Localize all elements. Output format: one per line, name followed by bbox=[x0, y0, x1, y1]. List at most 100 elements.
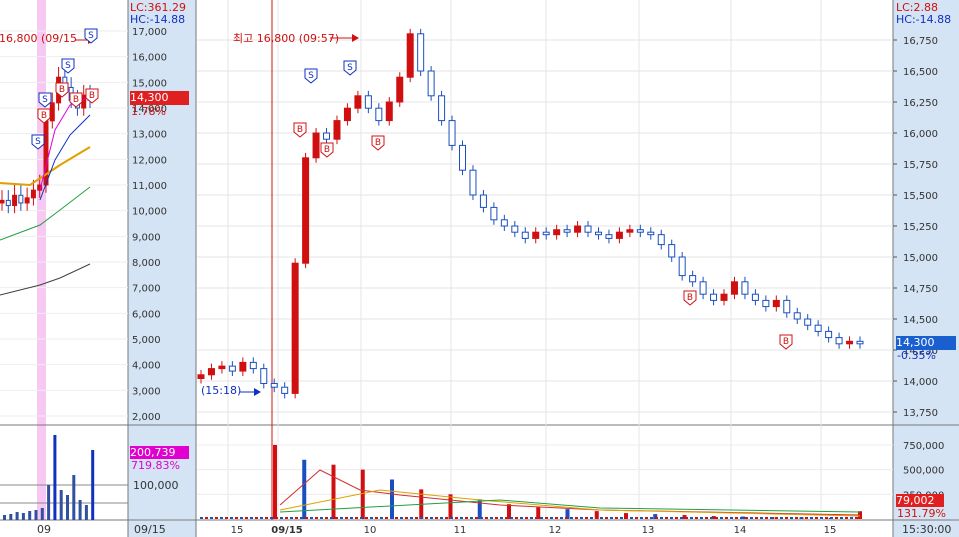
intraday-volume-bar-small bbox=[260, 517, 263, 519]
daily-y-tick-label: 16,000 bbox=[132, 53, 167, 64]
intraday-volume-bar-small bbox=[515, 517, 518, 519]
intraday-volume-bar-small bbox=[300, 517, 303, 519]
intraday-volume-bar-small bbox=[390, 517, 393, 519]
daily-candle bbox=[18, 194, 24, 204]
intraday-volume-bar-small bbox=[855, 517, 858, 519]
intraday-candle bbox=[396, 76, 404, 103]
intraday-volume-bar-small bbox=[535, 517, 538, 519]
intraday-candle bbox=[574, 225, 582, 233]
intraday-volume-bar-small bbox=[450, 517, 453, 519]
intraday-volume-bar-small bbox=[580, 517, 583, 519]
daily-y-tick-label: 8,000 bbox=[132, 258, 161, 269]
intraday-candle bbox=[710, 293, 718, 301]
intraday-candle bbox=[532, 231, 540, 239]
intraday-volume-bar-small bbox=[610, 517, 613, 519]
daily-ma-blue bbox=[39, 114, 91, 201]
right-volume-value: 79,002 bbox=[896, 494, 944, 507]
daily-ma-long bbox=[0, 186, 91, 241]
intraday-volume-bar-small bbox=[695, 517, 698, 519]
intraday-volume-bar bbox=[682, 515, 687, 519]
intraday-candle bbox=[730, 281, 738, 295]
daily-volume-bar bbox=[59, 490, 63, 520]
intraday-candle bbox=[417, 33, 425, 72]
daily-volume-bar bbox=[9, 514, 13, 520]
intraday-y-tick-label: 15,750 bbox=[903, 160, 938, 171]
intraday-candle bbox=[490, 206, 498, 221]
left-hc-label: HC:-14.88 bbox=[130, 13, 186, 26]
intraday-volume-bar bbox=[711, 516, 716, 519]
daily-volume-bar bbox=[53, 435, 57, 520]
intraday-volume-bar bbox=[536, 507, 541, 519]
intraday-volume-bar-small bbox=[320, 517, 323, 519]
intraday-volume-bar-small bbox=[735, 517, 738, 519]
daily-candle bbox=[24, 197, 30, 204]
intraday-volume-bar-small bbox=[670, 517, 673, 519]
daily-volume-bar bbox=[34, 510, 38, 520]
daily-y-tick-label: 15,000 bbox=[132, 78, 167, 89]
intraday-x-tick-label: 14 bbox=[734, 525, 747, 536]
intraday-volume-bar-small bbox=[800, 517, 803, 519]
right-axis-background bbox=[893, 0, 959, 537]
buy-marker-label: B bbox=[73, 95, 79, 105]
intraday-volume-bar-small bbox=[705, 517, 708, 519]
intraday-candle bbox=[647, 231, 655, 236]
intraday-volume-bar-small bbox=[410, 517, 413, 519]
buy-marker bbox=[320, 142, 334, 158]
intraday-volume-bar-small bbox=[430, 517, 433, 519]
sell-marker bbox=[343, 60, 357, 76]
intraday-volume-bar-small bbox=[210, 517, 213, 519]
intraday-candle bbox=[469, 169, 477, 196]
left-date-tick: 09 bbox=[37, 523, 51, 536]
sell-marker-label: S bbox=[88, 31, 94, 41]
intraday-volume-bar-small bbox=[500, 517, 503, 519]
intraday-candle bbox=[856, 340, 864, 345]
intraday-volume-bar bbox=[390, 479, 394, 519]
daily-y-tick-label: 3,000 bbox=[132, 386, 161, 397]
intraday-volume-bar-small bbox=[235, 517, 238, 519]
intraday-y-tick-label: 16,500 bbox=[903, 67, 938, 78]
intraday-volume-bar-small bbox=[715, 517, 718, 519]
daily-y-tick-label: 17,000 bbox=[132, 27, 167, 38]
daily-volume-bar bbox=[91, 450, 95, 520]
intraday-volume-bar bbox=[653, 514, 658, 519]
daily-y-tick-label: 10,000 bbox=[132, 207, 167, 218]
intraday-volume-bar bbox=[273, 444, 277, 519]
intraday-volume-bar-small bbox=[490, 517, 493, 519]
intraday-volume-bar-small bbox=[275, 517, 278, 519]
intraday-volume-bar-small bbox=[585, 517, 588, 519]
intraday-volume-bar-small bbox=[645, 517, 648, 519]
daily-y-tick-label: 11,000 bbox=[132, 181, 167, 192]
intraday-volume-bar-small bbox=[575, 517, 578, 519]
sell-marker-label: S bbox=[308, 71, 314, 81]
left-current-price: 14,300 bbox=[130, 91, 189, 105]
intraday-volume-bar-small bbox=[305, 517, 308, 519]
sell-marker bbox=[84, 28, 98, 44]
intraday-y-tick-label: 14,750 bbox=[903, 284, 938, 295]
volume-ma-mid bbox=[279, 489, 861, 517]
intraday-volume-bar-small bbox=[470, 517, 473, 519]
intraday-candle bbox=[751, 293, 759, 301]
intraday-candle bbox=[605, 234, 613, 239]
highlight-band bbox=[37, 0, 46, 520]
intraday-volume-bar-small bbox=[250, 517, 253, 519]
intraday-y-tick-label: 16,000 bbox=[903, 129, 938, 140]
sell-marker-label: S bbox=[65, 61, 71, 71]
buy-marker bbox=[683, 290, 697, 306]
intraday-y-tick-label: 14,250 bbox=[903, 346, 938, 357]
intraday-volume-bar-small bbox=[355, 517, 358, 519]
daily-volume-bar bbox=[3, 515, 6, 520]
intraday-candle bbox=[312, 132, 320, 159]
intraday-volume-bar-small bbox=[550, 517, 553, 519]
intraday-volume-bar-small bbox=[360, 517, 363, 519]
intraday-volume-bar-small bbox=[780, 517, 783, 519]
intraday-volume-bar bbox=[594, 511, 599, 519]
right-current-change: -0.35% bbox=[897, 349, 936, 362]
intraday-candle bbox=[563, 229, 571, 233]
intraday-volume-bar-small bbox=[345, 517, 348, 519]
intraday-volume-bar bbox=[477, 499, 482, 519]
buy-marker-label: B bbox=[41, 111, 47, 121]
intraday-volume-bar-small bbox=[795, 517, 798, 519]
intraday-volume-bar-small bbox=[215, 517, 218, 519]
intraday-volume-bar-small bbox=[775, 517, 778, 519]
intraday-candle bbox=[323, 132, 331, 140]
